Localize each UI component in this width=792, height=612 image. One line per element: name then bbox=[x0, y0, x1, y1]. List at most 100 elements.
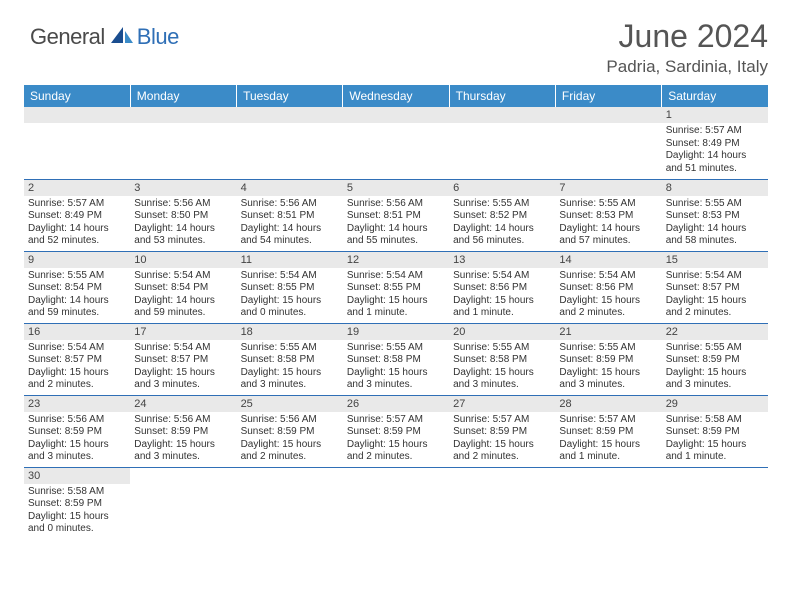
day-number: 3 bbox=[130, 180, 236, 196]
title-block: June 2024 Padria, Sardinia, Italy bbox=[606, 18, 768, 77]
empty-daynum bbox=[130, 107, 236, 123]
calendar-cell: 5Sunrise: 5:56 AMSunset: 8:51 PMDaylight… bbox=[343, 179, 449, 251]
calendar-week: 2Sunrise: 5:57 AMSunset: 8:49 PMDaylight… bbox=[24, 179, 768, 251]
day-number: 30 bbox=[24, 468, 130, 484]
day-details: Sunrise: 5:55 AMSunset: 8:53 PMDaylight:… bbox=[662, 196, 768, 250]
day-number: 11 bbox=[237, 252, 343, 268]
day-number: 24 bbox=[130, 396, 236, 412]
calendar-cell: 28Sunrise: 5:57 AMSunset: 8:59 PMDayligh… bbox=[555, 395, 661, 467]
day-number: 1 bbox=[662, 107, 768, 123]
day-details: Sunrise: 5:54 AMSunset: 8:55 PMDaylight:… bbox=[237, 268, 343, 322]
day-header: Sunday bbox=[24, 85, 130, 107]
day-details: Sunrise: 5:54 AMSunset: 8:56 PMDaylight:… bbox=[555, 268, 661, 322]
calendar-cell: 17Sunrise: 5:54 AMSunset: 8:57 PMDayligh… bbox=[130, 323, 236, 395]
calendar-cell: 25Sunrise: 5:56 AMSunset: 8:59 PMDayligh… bbox=[237, 395, 343, 467]
calendar-week: 1Sunrise: 5:57 AMSunset: 8:49 PMDaylight… bbox=[24, 107, 768, 179]
day-details: Sunrise: 5:56 AMSunset: 8:59 PMDaylight:… bbox=[24, 412, 130, 466]
day-details: Sunrise: 5:55 AMSunset: 8:58 PMDaylight:… bbox=[343, 340, 449, 394]
day-header: Wednesday bbox=[343, 85, 449, 107]
day-number: 25 bbox=[237, 396, 343, 412]
day-number: 4 bbox=[237, 180, 343, 196]
empty-daynum bbox=[343, 107, 449, 123]
calendar-cell: 9Sunrise: 5:55 AMSunset: 8:54 PMDaylight… bbox=[24, 251, 130, 323]
day-details: Sunrise: 5:54 AMSunset: 8:57 PMDaylight:… bbox=[130, 340, 236, 394]
day-number: 26 bbox=[343, 396, 449, 412]
page-header: General Blue June 2024 Padria, Sardinia,… bbox=[0, 0, 792, 85]
calendar-body: 1Sunrise: 5:57 AMSunset: 8:49 PMDaylight… bbox=[24, 107, 768, 539]
day-details: Sunrise: 5:57 AMSunset: 8:59 PMDaylight:… bbox=[449, 412, 555, 466]
day-details: Sunrise: 5:57 AMSunset: 8:59 PMDaylight:… bbox=[555, 412, 661, 466]
day-header: Tuesday bbox=[237, 85, 343, 107]
calendar-cell: 30Sunrise: 5:58 AMSunset: 8:59 PMDayligh… bbox=[24, 467, 130, 539]
calendar-cell bbox=[24, 107, 130, 179]
day-header: Saturday bbox=[662, 85, 768, 107]
day-number: 18 bbox=[237, 324, 343, 340]
empty-daynum bbox=[555, 107, 661, 123]
day-header: Monday bbox=[130, 85, 236, 107]
day-number: 20 bbox=[449, 324, 555, 340]
calendar-cell: 8Sunrise: 5:55 AMSunset: 8:53 PMDaylight… bbox=[662, 179, 768, 251]
day-number: 12 bbox=[343, 252, 449, 268]
calendar-head: SundayMondayTuesdayWednesdayThursdayFrid… bbox=[24, 85, 768, 107]
calendar-week: 30Sunrise: 5:58 AMSunset: 8:59 PMDayligh… bbox=[24, 467, 768, 539]
day-details: Sunrise: 5:55 AMSunset: 8:58 PMDaylight:… bbox=[237, 340, 343, 394]
calendar-cell: 15Sunrise: 5:54 AMSunset: 8:57 PMDayligh… bbox=[662, 251, 768, 323]
calendar-cell: 24Sunrise: 5:56 AMSunset: 8:59 PMDayligh… bbox=[130, 395, 236, 467]
day-details: Sunrise: 5:55 AMSunset: 8:59 PMDaylight:… bbox=[662, 340, 768, 394]
calendar-cell bbox=[343, 107, 449, 179]
calendar-cell bbox=[237, 107, 343, 179]
day-details: Sunrise: 5:55 AMSunset: 8:58 PMDaylight:… bbox=[449, 340, 555, 394]
day-number: 16 bbox=[24, 324, 130, 340]
brand-sail-icon bbox=[109, 25, 135, 50]
brand-text-2: Blue bbox=[137, 24, 179, 50]
day-details: Sunrise: 5:56 AMSunset: 8:59 PMDaylight:… bbox=[130, 412, 236, 466]
calendar-cell: 21Sunrise: 5:55 AMSunset: 8:59 PMDayligh… bbox=[555, 323, 661, 395]
calendar-cell: 11Sunrise: 5:54 AMSunset: 8:55 PMDayligh… bbox=[237, 251, 343, 323]
day-header: Thursday bbox=[449, 85, 555, 107]
day-details: Sunrise: 5:56 AMSunset: 8:59 PMDaylight:… bbox=[237, 412, 343, 466]
day-details: Sunrise: 5:57 AMSunset: 8:49 PMDaylight:… bbox=[24, 196, 130, 250]
calendar-cell bbox=[449, 467, 555, 539]
calendar-cell: 7Sunrise: 5:55 AMSunset: 8:53 PMDaylight… bbox=[555, 179, 661, 251]
day-number: 23 bbox=[24, 396, 130, 412]
day-number: 10 bbox=[130, 252, 236, 268]
calendar-cell: 29Sunrise: 5:58 AMSunset: 8:59 PMDayligh… bbox=[662, 395, 768, 467]
calendar-cell: 2Sunrise: 5:57 AMSunset: 8:49 PMDaylight… bbox=[24, 179, 130, 251]
calendar-cell bbox=[343, 467, 449, 539]
calendar-cell: 14Sunrise: 5:54 AMSunset: 8:56 PMDayligh… bbox=[555, 251, 661, 323]
calendar-cell: 18Sunrise: 5:55 AMSunset: 8:58 PMDayligh… bbox=[237, 323, 343, 395]
calendar-cell: 22Sunrise: 5:55 AMSunset: 8:59 PMDayligh… bbox=[662, 323, 768, 395]
day-header: Friday bbox=[555, 85, 661, 107]
day-number: 15 bbox=[662, 252, 768, 268]
location-subtitle: Padria, Sardinia, Italy bbox=[606, 57, 768, 77]
calendar-cell: 26Sunrise: 5:57 AMSunset: 8:59 PMDayligh… bbox=[343, 395, 449, 467]
calendar-cell bbox=[130, 107, 236, 179]
day-details: Sunrise: 5:55 AMSunset: 8:54 PMDaylight:… bbox=[24, 268, 130, 322]
calendar-week: 23Sunrise: 5:56 AMSunset: 8:59 PMDayligh… bbox=[24, 395, 768, 467]
day-number: 19 bbox=[343, 324, 449, 340]
day-details: Sunrise: 5:58 AMSunset: 8:59 PMDaylight:… bbox=[662, 412, 768, 466]
day-number: 2 bbox=[24, 180, 130, 196]
empty-daynum bbox=[237, 107, 343, 123]
day-number: 8 bbox=[662, 180, 768, 196]
calendar-cell: 13Sunrise: 5:54 AMSunset: 8:56 PMDayligh… bbox=[449, 251, 555, 323]
calendar-cell: 20Sunrise: 5:55 AMSunset: 8:58 PMDayligh… bbox=[449, 323, 555, 395]
calendar-cell bbox=[555, 107, 661, 179]
day-number: 17 bbox=[130, 324, 236, 340]
day-details: Sunrise: 5:56 AMSunset: 8:51 PMDaylight:… bbox=[343, 196, 449, 250]
calendar-week: 16Sunrise: 5:54 AMSunset: 8:57 PMDayligh… bbox=[24, 323, 768, 395]
day-details: Sunrise: 5:56 AMSunset: 8:50 PMDaylight:… bbox=[130, 196, 236, 250]
day-details: Sunrise: 5:57 AMSunset: 8:49 PMDaylight:… bbox=[662, 123, 768, 177]
brand-logo: General Blue bbox=[30, 24, 179, 50]
calendar-cell bbox=[662, 467, 768, 539]
calendar-cell bbox=[449, 107, 555, 179]
calendar-cell: 12Sunrise: 5:54 AMSunset: 8:55 PMDayligh… bbox=[343, 251, 449, 323]
day-number: 29 bbox=[662, 396, 768, 412]
day-number: 27 bbox=[449, 396, 555, 412]
day-number: 9 bbox=[24, 252, 130, 268]
calendar-table: SundayMondayTuesdayWednesdayThursdayFrid… bbox=[24, 85, 768, 539]
day-number: 13 bbox=[449, 252, 555, 268]
day-details: Sunrise: 5:54 AMSunset: 8:57 PMDaylight:… bbox=[662, 268, 768, 322]
calendar-cell bbox=[237, 467, 343, 539]
day-number: 6 bbox=[449, 180, 555, 196]
